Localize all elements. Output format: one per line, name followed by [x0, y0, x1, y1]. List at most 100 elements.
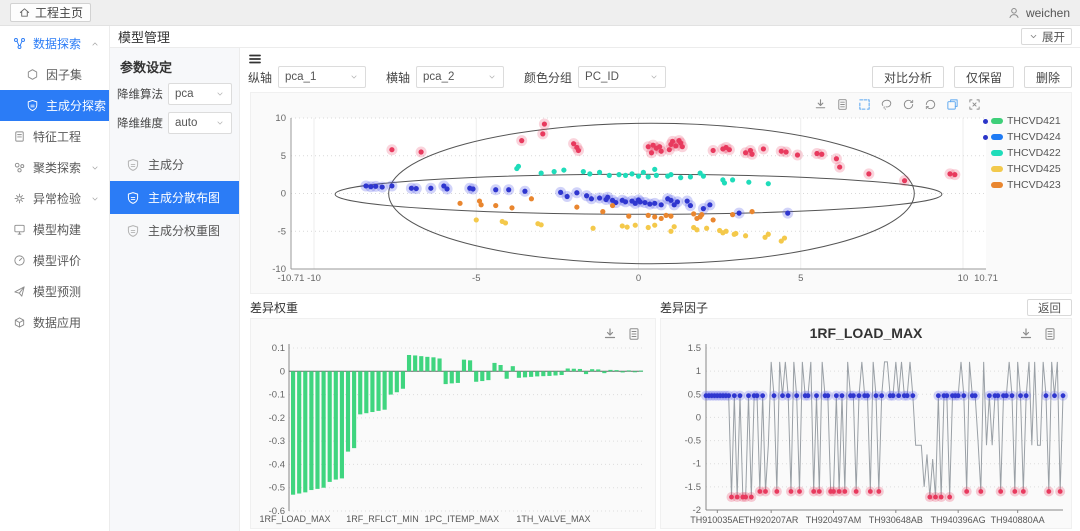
box-select-icon[interactable] [858, 98, 871, 111]
仅保留-button[interactable]: 仅保留 [953, 66, 1014, 88]
lasso-icon[interactable] [880, 98, 893, 111]
svg-text:-10.71: -10.71 [278, 273, 305, 284]
param-select-降维维度[interactable]: auto [168, 112, 232, 134]
restore-icon[interactable] [902, 98, 915, 111]
sidebar-item-label: 模型预测 [33, 285, 82, 299]
sidebar-item-主成分探索[interactable]: 主成分探索 [0, 90, 109, 121]
svg-text:10: 10 [275, 113, 286, 124]
expand-button[interactable]: 展开 [1021, 28, 1072, 45]
params-menu-item-主成分[interactable]: 主成分 [110, 148, 239, 181]
weights-bar-chart[interactable]: 0.1 0 -0.1 -0.2 -0.3 -0.4 -0.5 -0.61RF_LOAD_MAX… [251, 319, 655, 530]
sidebar-item-模型构建[interactable]: 模型构建 [0, 214, 109, 245]
sidebar-item-特征工程[interactable]: 特征工程 [0, 121, 109, 152]
删除-button[interactable]: 删除 [1023, 66, 1072, 88]
data-view-icon[interactable] [836, 98, 849, 111]
user-name: weichen [1025, 5, 1070, 20]
legend-item-THCVD425[interactable]: THCVD425 [983, 161, 1069, 177]
sidebar-item-数据探索[interactable]: 数据探索 [0, 28, 109, 59]
sidebar-item-模型评价[interactable]: 模型评价 [0, 245, 109, 276]
chevron-down-icon [90, 194, 100, 204]
sidebar-item-数据应用[interactable]: 数据应用 [0, 307, 109, 338]
scatter-plot[interactable]: -10.71 -10 -5 0 5 10 10.71 10 5 0 -5 -10 [251, 93, 1073, 295]
project-home-button[interactable]: 工程主页 [10, 3, 92, 22]
legend-swatch [991, 150, 1003, 156]
sidebar-item-异常检验[interactable]: 异常检验 [0, 183, 109, 214]
user-icon [1007, 6, 1021, 20]
svg-text:0.5: 0.5 [688, 389, 701, 400]
sidebar-item-label: 数据探索 [33, 37, 82, 51]
monitor-icon [13, 223, 26, 236]
action-buttons: 对比分析 仅保留 删除 [871, 66, 1072, 88]
back-button[interactable]: 返回 [1027, 299, 1072, 316]
download-icon[interactable] [603, 327, 617, 341]
download-icon[interactable] [1019, 327, 1033, 341]
file-icon [13, 130, 26, 143]
legend-label: THCVD422 [1007, 147, 1061, 159]
svg-text:-0.5: -0.5 [269, 483, 285, 494]
sidebar-item-label: 数据应用 [33, 316, 82, 330]
sidebar-item-聚类探索[interactable]: 聚类探索 [0, 152, 109, 183]
svg-text:-1: -1 [693, 459, 701, 470]
sidebar-item-label: 模型构建 [33, 223, 82, 237]
svg-text:1PC_ITEMP_MAX: 1PC_ITEMP_MAX [425, 514, 500, 524]
factors-chart-toolbox [1019, 327, 1057, 341]
hexagon-icon [26, 68, 39, 81]
sidebar: 数据探索因子集主成分探索 特征工程聚类探索异常检验模型构建模型评价模型预测数据应用 [0, 26, 110, 531]
svg-text:-0.5: -0.5 [685, 436, 701, 447]
user-menu[interactable]: weichen [1007, 6, 1070, 20]
svg-text:TH940880AA: TH940880AA [991, 515, 1045, 525]
weights-title: 差异权重 [250, 301, 299, 315]
download-icon[interactable] [814, 98, 827, 111]
svg-text:-5: -5 [278, 226, 286, 237]
对比分析-button[interactable]: 对比分析 [871, 66, 944, 88]
shield-icon [126, 158, 140, 172]
control-select-横轴[interactable]: pca_2 [416, 66, 505, 88]
layers-icon[interactable] [946, 98, 959, 111]
legend-item-THCVD421[interactable]: THCVD421 [983, 113, 1069, 129]
params-panel: 参数设定 降维算法 pca 降维维度 auto 主成分 主成分散布图 主成分权重图 [110, 48, 240, 531]
sidebar-item-label: 因子集 [46, 68, 83, 82]
sidebar-item-因子集[interactable]: 因子集 [0, 59, 109, 90]
svg-text:-0.3: -0.3 [269, 436, 285, 447]
legend-swatch [991, 118, 1003, 124]
hamburger-icon[interactable] [248, 52, 262, 66]
main-content: 纵轴 pca_1 横轴 pca_2 颜色分组 PC_ID 对比分析 仅保留 删除 -10.71… [240, 48, 1080, 531]
data-view-icon[interactable] [1043, 327, 1057, 341]
clear-select-icon[interactable] [968, 98, 981, 111]
legend-item-THCVD423[interactable]: THCVD423 [983, 177, 1069, 193]
chevron-down-icon [215, 118, 225, 128]
legend-item-THCVD422[interactable]: THCVD422 [983, 145, 1069, 161]
sidebar-item-label: 模型评价 [33, 254, 82, 268]
control-label: 纵轴 [248, 70, 273, 85]
params-menu-item-主成分权重图[interactable]: 主成分权重图 [110, 214, 239, 247]
control-value: pca_1 [285, 71, 317, 83]
legend-item-THCVD424[interactable]: THCVD424 [983, 129, 1069, 145]
factors-chart-box: 1RF_LOAD_MAX 1.5 1 0.5 0 -0.5 -1 -1.5 -2 TH91003… [660, 318, 1072, 529]
control-select-颜色分组[interactable]: PC_ID [578, 66, 667, 88]
params-menu-label: 主成分 [148, 158, 185, 172]
shield-icon [126, 191, 140, 205]
control-select-纵轴[interactable]: pca_1 [278, 66, 367, 88]
sidebar-item-模型预测[interactable]: 模型预测 [0, 276, 109, 307]
params-menu-label: 主成分权重图 [148, 224, 221, 238]
svg-text:-5: -5 [472, 273, 480, 284]
chevron-down-icon [349, 72, 359, 82]
refresh-icon[interactable] [924, 98, 937, 111]
svg-text:10: 10 [958, 273, 969, 284]
svg-text:-0.2: -0.2 [269, 413, 285, 424]
param-select-降维算法[interactable]: pca [168, 83, 232, 105]
data-view-icon[interactable] [627, 327, 641, 341]
factors-panel: 差异因子 返回 1RF_LOAD_MAX 1.5 1 0.5 0 -0.5 -1 -1.5 -… [660, 298, 1072, 529]
chevron-up-icon [90, 39, 100, 49]
axis-controls: 纵轴 pca_1 横轴 pca_2 颜色分组 PC_ID [248, 66, 667, 88]
chevron-down-icon [90, 163, 100, 173]
svg-text:-0.6: -0.6 [269, 506, 285, 517]
param-label: 降维算法 [117, 89, 163, 101]
svg-text:0.1: 0.1 [272, 343, 285, 354]
legend-swatch [991, 166, 1003, 172]
sidebar-item-label: 聚类探索 [33, 161, 82, 175]
control-label: 颜色分组 [524, 70, 573, 85]
svg-text:-1.5: -1.5 [685, 482, 701, 493]
params-menu-item-主成分散布图[interactable]: 主成分散布图 [110, 181, 239, 214]
